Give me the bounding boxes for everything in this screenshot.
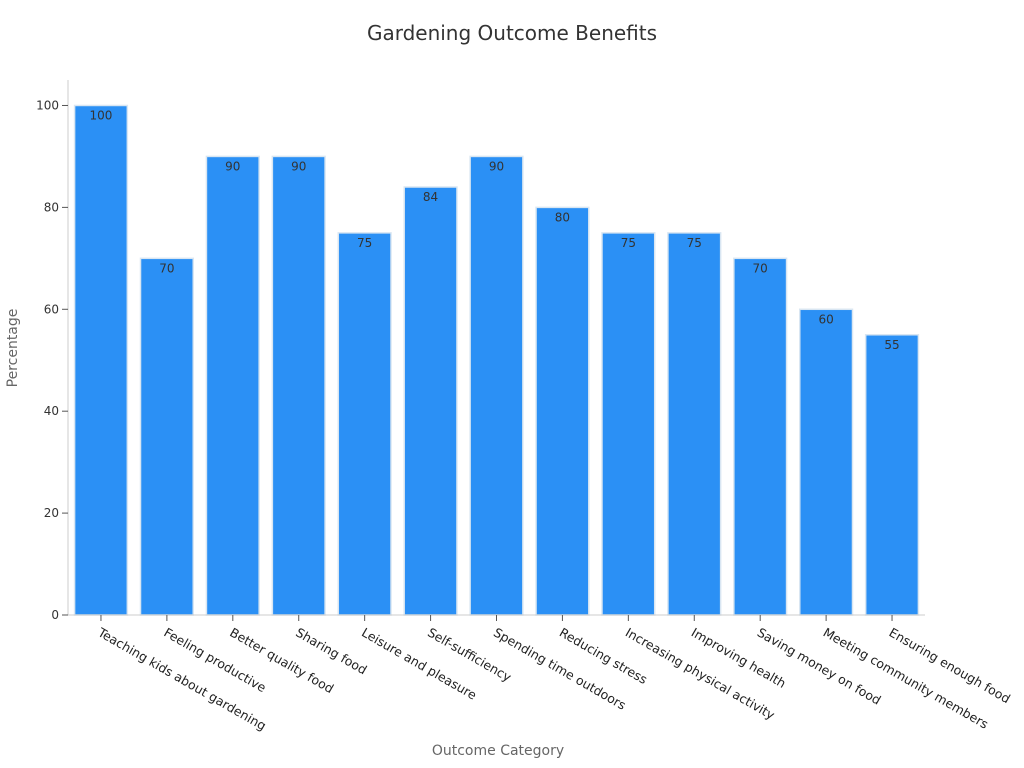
y-axis: 0 20 40 60 80 100: [36, 80, 69, 622]
x-tick-label: Saving money on food: [755, 625, 884, 708]
bar-data-label: 60: [818, 312, 833, 326]
bar-data-label: 90: [225, 159, 240, 173]
bar: [337, 232, 392, 616]
bar: [73, 104, 129, 616]
bar: [403, 186, 458, 616]
bar: [271, 155, 326, 616]
bar: [139, 257, 195, 616]
bar-data-label: 90: [489, 159, 504, 173]
bar-data-label: 75: [357, 236, 372, 250]
bar: [469, 155, 524, 616]
bar: [601, 232, 656, 616]
bar-data-label: 70: [753, 261, 768, 275]
y-axis-label: Percentage: [5, 309, 21, 388]
y-tick-label: 0: [51, 608, 59, 622]
y-tick-label: 40: [44, 404, 59, 418]
chart-title: Gardening Outcome Benefits: [367, 21, 657, 45]
bar: [667, 232, 722, 616]
y-tick-label: 20: [44, 506, 59, 520]
x-tick-label: Leisure and pleasure: [359, 625, 479, 703]
bar-data-label: 70: [159, 261, 174, 275]
y-tick-label: 80: [44, 200, 59, 214]
bar: [205, 155, 260, 616]
bar-data-label: 90: [291, 159, 306, 173]
bar: [733, 257, 788, 616]
bar: [535, 206, 590, 616]
bar: [864, 334, 920, 616]
bar-data-label: 100: [90, 108, 113, 122]
bar-data-label: 84: [423, 190, 438, 204]
bar: [798, 308, 854, 616]
bars-group: 100 70 90 90 75 84 90 80 75 75 70 60 55: [73, 104, 920, 616]
y-tick-label: 100: [36, 98, 59, 112]
y-tick-label: 60: [44, 302, 59, 316]
bar-data-label: 75: [621, 236, 636, 250]
bar-data-label: 55: [884, 338, 899, 352]
x-axis-label: Outcome Category: [432, 743, 564, 759]
bar-data-label: 80: [555, 210, 570, 224]
bar-data-label: 75: [687, 236, 702, 250]
